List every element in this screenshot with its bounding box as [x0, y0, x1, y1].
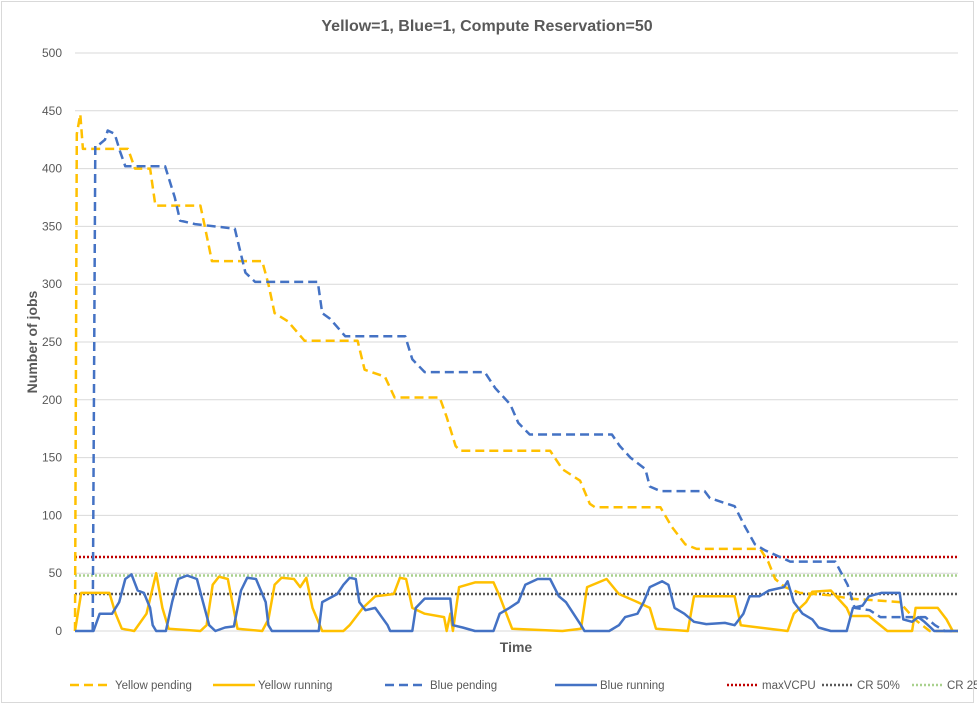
- legend-label: maxVCPU: [762, 680, 816, 692]
- x-axis-label: Time: [500, 639, 533, 655]
- blue-pending-line: [91, 129, 958, 633]
- legend-label: CR 25%: [947, 680, 977, 692]
- legend-item-blue-running: Blue running: [555, 680, 665, 692]
- yellow-running-line: [73, 571, 958, 633]
- y-tick-label: 500: [42, 46, 62, 60]
- y-tick-label: 250: [42, 335, 62, 349]
- chart-title: Yellow=1, Blue=1, Compute Reservation=50: [321, 18, 652, 35]
- legend-item-yellow-running: Yellow running: [213, 680, 332, 692]
- yellow-pending-line: [73, 113, 958, 633]
- y-tick-label: 0: [55, 624, 62, 638]
- y-tick-label: 150: [42, 451, 62, 465]
- legend-item-yellow-pending: Yellow pending: [70, 680, 192, 692]
- y-tick-label: 50: [49, 566, 63, 580]
- legend: Yellow pending Yellow running Blue pending…: [70, 680, 977, 692]
- y-tick-label: 400: [42, 162, 62, 176]
- legend-label: Yellow pending: [115, 680, 192, 692]
- blue-running-line: [75, 573, 958, 633]
- legend-item-cr-25-: CR 25%: [912, 680, 977, 692]
- y-tick-label: 450: [42, 104, 62, 118]
- legend-label: Blue pending: [430, 680, 497, 692]
- y-tick-label: 200: [42, 393, 62, 407]
- legend-item-blue-pending: Blue pending: [385, 680, 497, 692]
- legend-label: CR 50%: [857, 680, 900, 692]
- legend-label: Yellow running: [258, 680, 332, 692]
- y-axis-label: Number of jobs: [24, 290, 40, 393]
- y-tick-label: 100: [42, 508, 62, 522]
- y-tick-label: 350: [42, 219, 62, 233]
- legend-item-cr-50-: CR 50%: [822, 680, 900, 692]
- y-tick-label: 300: [42, 277, 62, 291]
- gridlines: [75, 52, 958, 632]
- legend-label: Blue running: [600, 680, 665, 692]
- series-lines: [73, 113, 958, 633]
- legend-item-maxvcpu: maxVCPU: [727, 680, 816, 692]
- y-tick-labels: 0 50 100 150 200 250 300 350 400 450 500: [42, 46, 62, 638]
